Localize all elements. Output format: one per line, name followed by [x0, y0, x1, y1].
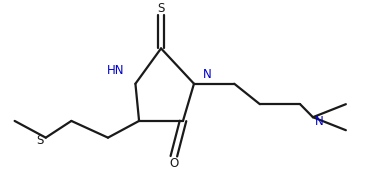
Text: N: N: [315, 115, 324, 128]
Text: N: N: [202, 68, 211, 81]
Text: O: O: [169, 157, 179, 170]
Text: S: S: [157, 2, 165, 15]
Text: S: S: [36, 134, 43, 147]
Text: HN: HN: [107, 64, 124, 77]
